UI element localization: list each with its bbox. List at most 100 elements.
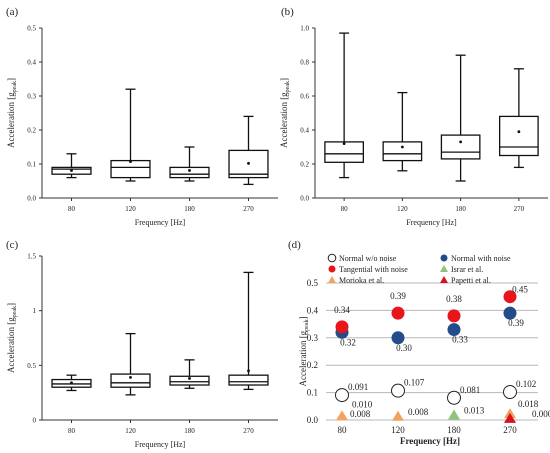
y-tick-label: 0.0 xyxy=(307,415,319,425)
data-label: 0.013 xyxy=(464,405,485,415)
box xyxy=(382,141,423,162)
legend-marker-triangle xyxy=(440,265,448,272)
point-triangle xyxy=(336,410,348,421)
mean-point xyxy=(129,375,132,379)
point-normal-without-noise xyxy=(391,383,405,398)
x-tick-label: 270 xyxy=(514,205,525,213)
legend-label: Normal w/o noise xyxy=(339,254,397,263)
y-tick-label: 0.2 xyxy=(307,360,318,370)
x-tick-label: 120 xyxy=(125,427,136,435)
legend-label: Tangential with noise xyxy=(339,265,408,274)
y-tick-label: 0.4 xyxy=(300,127,309,135)
x-tick-label: 270 xyxy=(243,427,254,435)
y-axis-label-end: ] xyxy=(298,316,308,319)
mean-point xyxy=(247,369,250,373)
legend-label: Israr et al. xyxy=(451,265,483,274)
boxplot-panel: (c) 0 0.5 1 1.5 80 120 180 270 Frequency [Hz] xyxy=(6,239,278,449)
box xyxy=(324,141,364,163)
box xyxy=(169,166,210,179)
data-label: 0.30 xyxy=(396,343,412,353)
x-tick-label: 80 xyxy=(68,205,76,213)
y-axis-label: Acceleration [gpeak] xyxy=(298,316,310,386)
box xyxy=(440,134,481,160)
x-tick-label: 80 xyxy=(338,425,348,435)
data-label: 0.32 xyxy=(340,337,356,347)
x-axis-label: Frequency [Hz] xyxy=(400,436,460,446)
legend-marker-dot xyxy=(440,254,448,262)
y-tick-label: 1 xyxy=(33,307,37,315)
data-label: 0.107 xyxy=(404,378,425,388)
legend-marker-triangle xyxy=(440,276,448,283)
y-axis-label-sub: peak xyxy=(285,81,291,92)
x-tick-label: 80 xyxy=(341,205,349,213)
mean-point xyxy=(70,381,73,385)
y-axis-label-sub: peak xyxy=(12,306,18,317)
data-label: 0.0004 xyxy=(532,409,550,419)
legend-marker-triangle xyxy=(328,276,336,283)
mean-point xyxy=(247,161,250,165)
box xyxy=(110,373,151,388)
panel-label: (b) xyxy=(281,6,294,18)
point-triangle xyxy=(392,410,404,421)
point-normal-without-noise xyxy=(335,388,349,403)
x-tick-label: 120 xyxy=(391,425,405,435)
y-axis-label-main: Acceleration [g xyxy=(6,317,16,373)
y-tick-label: 0.4 xyxy=(307,305,319,315)
x-tick-label: 180 xyxy=(447,425,461,435)
panel-label: (d) xyxy=(288,239,301,251)
point-normal-without-noise xyxy=(447,390,461,405)
mean-point xyxy=(129,160,132,164)
scatter-panel: (d) 0.0 0.1 0.2 0.3 0.4 0.5 80 120 180 270 Frequenc… xyxy=(288,239,550,446)
mean-point xyxy=(459,140,463,144)
x-tick-label: 120 xyxy=(125,205,136,213)
legend-marker-open-circle xyxy=(327,253,337,263)
y-tick-label: 0.2 xyxy=(300,161,309,169)
data-label: 0.34 xyxy=(334,305,350,315)
point-triangle xyxy=(504,412,516,423)
x-tick-label: 180 xyxy=(184,205,195,213)
y-tick-label: 0.2 xyxy=(27,127,36,135)
y-axis-label: Acceleration [gpeak] xyxy=(279,78,291,148)
mean-point xyxy=(188,169,191,172)
y-tick-label: 0.1 xyxy=(307,388,318,398)
y-axis-label-end: ] xyxy=(6,78,16,81)
y-tick-label: 0 xyxy=(33,417,37,425)
box xyxy=(169,375,210,386)
y-axis-label-main: Acceleration [g xyxy=(298,330,308,386)
y-tick-label: 0.5 xyxy=(307,278,319,288)
y-tick-label: 0.6 xyxy=(300,93,309,101)
data-label-extra: 0.008 xyxy=(350,409,371,419)
x-tick-label: 180 xyxy=(184,427,195,435)
y-axis-label: Acceleration [gpeak] xyxy=(6,78,18,148)
point-normal-without-noise xyxy=(503,385,517,400)
data-label: 0.008 xyxy=(408,407,429,417)
y-tick-label: 0.3 xyxy=(27,93,36,101)
point-dot xyxy=(391,331,405,345)
data-label: 0.45 xyxy=(512,285,528,295)
point-dot xyxy=(335,320,349,334)
data-label: 0.33 xyxy=(452,335,468,345)
y-tick-label: 0.0 xyxy=(300,195,309,203)
box xyxy=(499,115,539,157)
box xyxy=(110,159,151,179)
x-tick-label: 270 xyxy=(503,425,517,435)
legend-label: Morioka et al. xyxy=(339,276,384,285)
mean-point xyxy=(400,145,404,149)
panel-label: (c) xyxy=(6,239,19,251)
data-label: 0.39 xyxy=(508,318,524,328)
point-dot xyxy=(447,323,461,337)
data-label: 0.38 xyxy=(446,294,462,304)
data-label: 0.010 xyxy=(352,399,373,409)
y-tick-label: 0.3 xyxy=(307,333,319,343)
y-tick-label: 0.4 xyxy=(27,59,36,67)
panel-label: (a) xyxy=(6,6,19,18)
x-axis-label: Frequency [Hz] xyxy=(135,440,186,449)
y-axis-label-sub: peak xyxy=(304,319,310,330)
y-tick-label: 0.5 xyxy=(27,362,36,370)
x-tick-label: 120 xyxy=(397,205,408,213)
y-tick-label: 1.5 xyxy=(27,253,36,261)
x-axis-label: Frequency [Hz] xyxy=(135,218,186,227)
point-dot xyxy=(503,290,517,304)
x-tick-label: 270 xyxy=(243,205,254,213)
